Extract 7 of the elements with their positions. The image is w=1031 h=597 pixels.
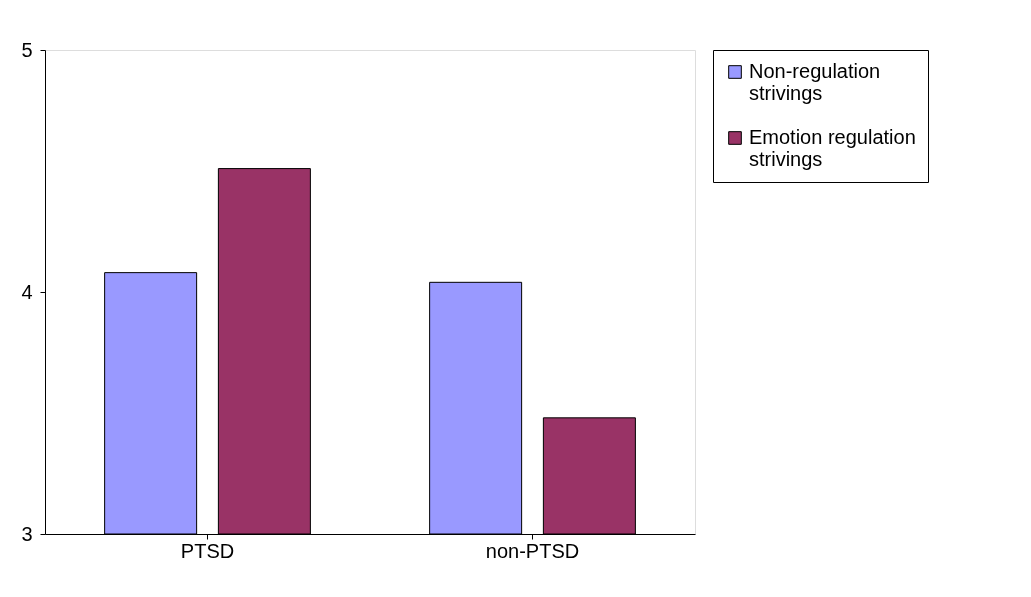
x-tick-label: PTSD xyxy=(180,539,235,562)
y-tick-label: 4 xyxy=(21,280,33,303)
y-tick-label: 3 xyxy=(21,522,33,545)
y-tick-label: 5 xyxy=(21,38,33,61)
legend-label: Non-regulation strivings xyxy=(749,60,881,104)
x-tick-label: non-PTSD xyxy=(485,539,580,562)
legend-label: Emotion regulation strivings xyxy=(749,126,916,170)
